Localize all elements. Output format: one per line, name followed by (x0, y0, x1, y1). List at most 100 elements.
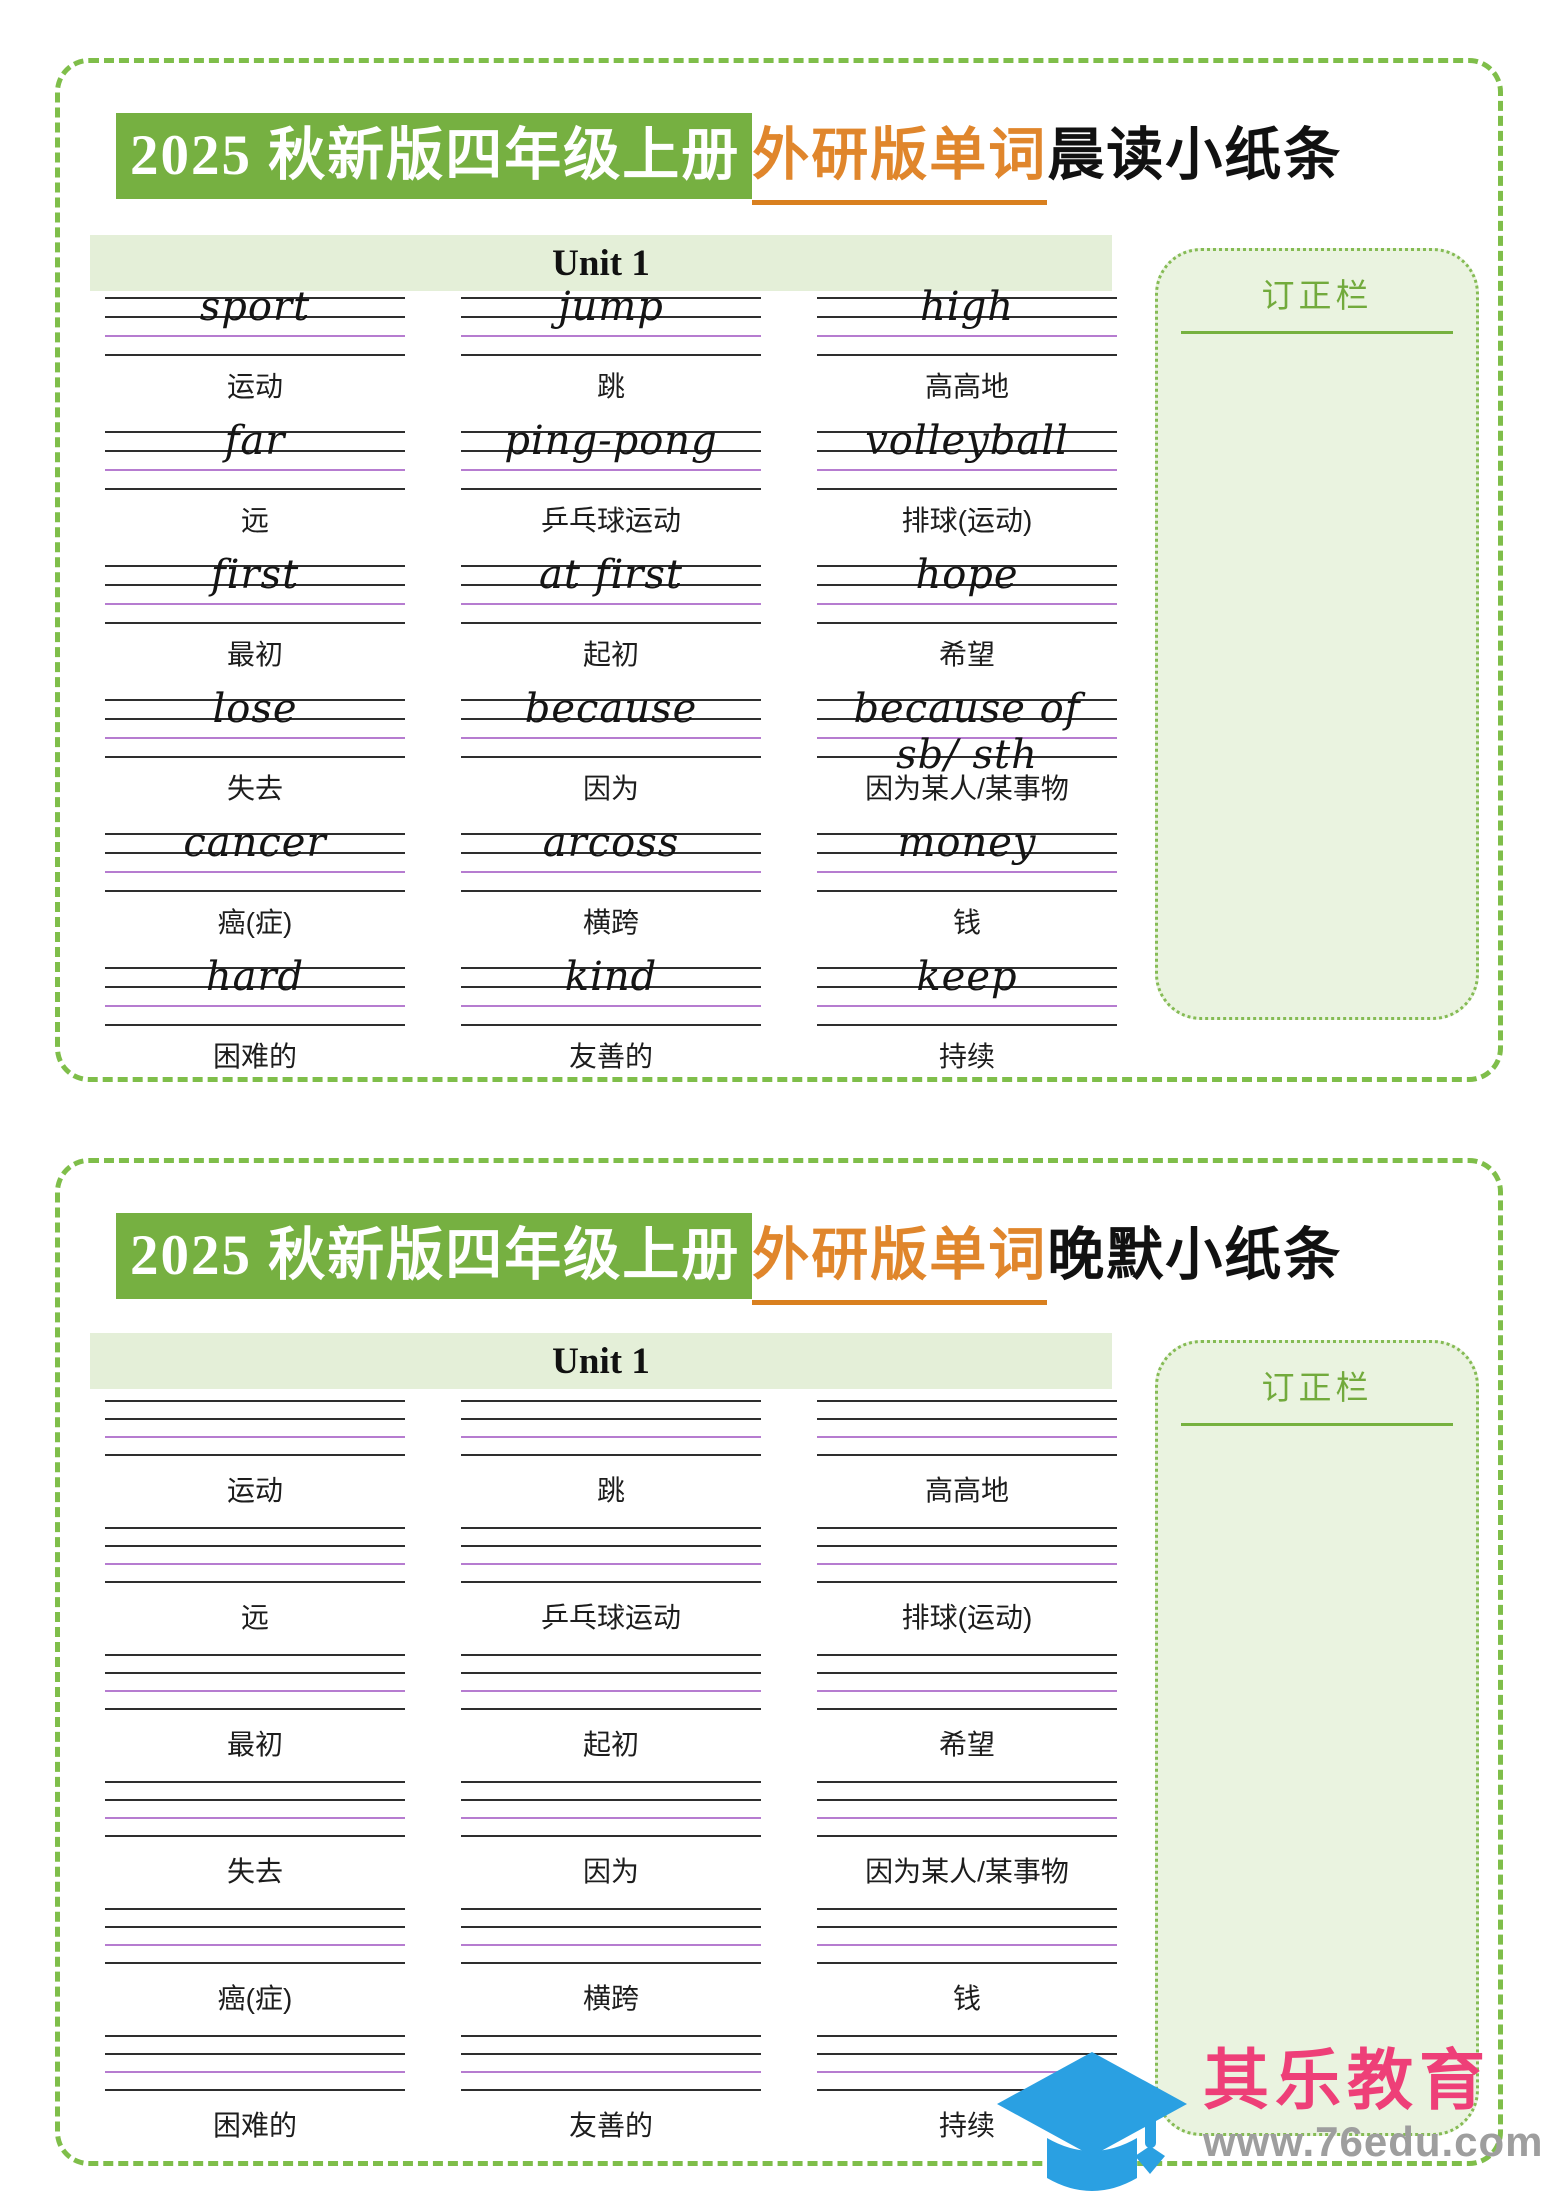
correction-underline (1181, 331, 1453, 334)
ruling-line (817, 967, 1117, 969)
unit-label: Unit 1 (552, 242, 650, 284)
ruling-line (461, 354, 761, 356)
handwriting-ruling (817, 1527, 1117, 1583)
ruling-line (461, 718, 761, 720)
ruling-line (817, 354, 1117, 356)
word-cell: ping-pong 乒乓球运动 (461, 418, 761, 539)
word-cell: cancer 癌(症) (105, 820, 405, 941)
dictation-grid: 运动 跳 高高地 (105, 1400, 1117, 2144)
dictation-cell: 远 (105, 1527, 405, 1636)
ruling-line (105, 967, 405, 969)
ruling-line (817, 2053, 1117, 2055)
ruling-line (105, 852, 405, 854)
ruling-midline-purple (817, 737, 1117, 739)
chinese-meaning: 希望 (938, 639, 995, 670)
correction-underline (1181, 1423, 1453, 1426)
ruling-midline-purple (105, 603, 405, 605)
ruling-line (817, 1799, 1117, 1801)
correction-panel: 订正栏 (1155, 248, 1479, 1020)
chinese-meaning: 横跨 (582, 907, 639, 938)
dictation-cell: 最初 (105, 1654, 405, 1763)
ruling-line (105, 986, 405, 988)
ruling-midline-purple (461, 737, 761, 739)
ruling-line (817, 1962, 1117, 1964)
ruling-line (461, 1926, 761, 1928)
word-cell: at first 起初 (461, 552, 761, 673)
ruling-line (461, 431, 761, 433)
english-word: kind (564, 954, 658, 1000)
ruling-line (461, 1672, 761, 1674)
ruling-line (817, 1400, 1117, 1402)
ruling-line (817, 622, 1117, 624)
title-orange: 外研版单词 (752, 1213, 1048, 1305)
ruling-midline-purple (105, 737, 405, 739)
word-cell: first 最初 (105, 552, 405, 673)
ruling-line (461, 297, 761, 299)
ruling-line (461, 852, 761, 854)
handwriting-ruling (461, 1527, 761, 1583)
english-word: ping-pong (504, 418, 718, 464)
dictation-cell: 因为某人/某事物 (817, 1781, 1117, 1890)
dictation-cell: 高高地 (817, 1400, 1117, 1509)
dictation-cell: 友善的 (461, 2035, 761, 2144)
ruling-line (817, 1708, 1117, 1710)
dictation-cell: 困难的 (105, 2035, 405, 2144)
chinese-meaning: 排球(运动) (901, 505, 1033, 536)
handwriting-ruling: lose (105, 686, 405, 758)
chinese-meaning: 失去 (226, 1856, 283, 1887)
handwriting-ruling: sport (105, 284, 405, 356)
word-cell: high 高高地 (817, 284, 1117, 405)
english-word: money (897, 820, 1037, 866)
ruling-line (817, 565, 1117, 567)
ruling-line (817, 890, 1117, 892)
handwriting-ruling: arcoss (461, 820, 761, 892)
ruling-line (105, 565, 405, 567)
dictation-cell: 横跨 (461, 1908, 761, 2017)
handwriting-ruling (817, 1654, 1117, 1710)
chinese-meaning: 远 (240, 1602, 269, 1633)
chinese-meaning: 运动 (226, 371, 283, 402)
dictation-cell: 起初 (461, 1654, 761, 1763)
chinese-meaning: 失去 (226, 773, 283, 804)
ruling-line (461, 756, 761, 758)
ruling-midline-purple (817, 1005, 1117, 1007)
handwriting-ruling: volleyball (817, 418, 1117, 490)
handwriting-ruling (105, 1400, 405, 1456)
english-word: volleyball (865, 418, 1069, 464)
ruling-line (105, 1835, 405, 1837)
chinese-meaning: 困难的 (212, 1041, 297, 1072)
ruling-midline-purple (817, 335, 1117, 337)
ruling-midline-purple (105, 1817, 405, 1819)
dictation-cell: 持续 (817, 2035, 1117, 2144)
handwriting-ruling: high (817, 284, 1117, 356)
ruling-line (105, 1545, 405, 1547)
word-grid: sport 运动 jump 跳 (105, 284, 1117, 1075)
chinese-meaning: 钱 (952, 907, 981, 938)
ruling-midline-purple (461, 2071, 761, 2073)
ruling-line (105, 1454, 405, 1456)
title-highlight: 2025 秋新版四年级上册 (116, 1213, 753, 1299)
ruling-line (105, 1908, 405, 1910)
ruling-line (105, 699, 405, 701)
ruling-line (105, 833, 405, 835)
ruling-line (817, 316, 1117, 318)
ruling-midline-purple (461, 1944, 761, 1946)
chinese-meaning: 因为某人/某事物 (865, 1856, 1069, 1887)
english-word: sport (199, 284, 311, 330)
word-cell: arcoss 横跨 (461, 820, 761, 941)
handwriting-ruling (105, 2035, 405, 2091)
dictation-cell: 因为 (461, 1781, 761, 1890)
word-cell: hope 希望 (817, 552, 1117, 673)
ruling-line (817, 431, 1117, 433)
ruling-line (461, 622, 761, 624)
chinese-meaning: 癌(症) (217, 1983, 293, 2014)
ruling-line (105, 1527, 405, 1529)
ruling-line (461, 1708, 761, 1710)
ruling-midline-purple (105, 1563, 405, 1565)
handwriting-ruling: hard (105, 954, 405, 1026)
ruling-line (105, 1654, 405, 1656)
handwriting-ruling: first (105, 552, 405, 624)
english-word: arcoss (542, 820, 680, 866)
english-word: far (224, 418, 286, 464)
ruling-line (105, 2053, 405, 2055)
